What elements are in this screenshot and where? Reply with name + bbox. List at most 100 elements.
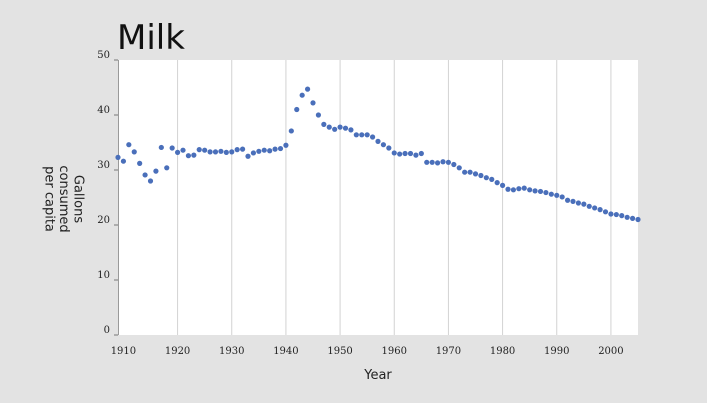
data-point-2005 [635, 216, 641, 223]
x-tick-label-1960: 1960 [382, 346, 407, 357]
data-point-1966 [424, 159, 430, 165]
data-point-1935 [256, 148, 262, 154]
data-point-1910 [120, 158, 127, 164]
data-point-1932 [239, 146, 246, 152]
plot-area [118, 60, 638, 335]
data-point-1989 [548, 191, 554, 197]
data-point-1992 [564, 197, 571, 203]
y-tick-label-40: 40 [97, 105, 110, 116]
x-tick-label-1970: 1970 [436, 346, 461, 357]
data-point-1959 [386, 145, 392, 151]
x-tick-label-1990: 1990 [544, 346, 569, 357]
data-point-1922 [185, 153, 192, 159]
y-tick-label-10: 10 [97, 270, 110, 281]
data-point-1958 [380, 142, 387, 148]
y-tick-label-20: 20 [97, 215, 110, 226]
data-point-1971 [451, 161, 457, 168]
data-point-1956 [369, 134, 376, 140]
data-point-1965 [418, 150, 424, 157]
data-point-1962 [402, 150, 408, 157]
data-point-1912 [131, 149, 137, 155]
data-point-1970 [445, 159, 452, 165]
data-point-1972 [456, 165, 462, 171]
data-point-2004 [629, 215, 636, 221]
chart-title: Milk [117, 18, 185, 58]
data-point-1974 [467, 169, 473, 175]
data-point-1957 [375, 138, 381, 144]
data-points [115, 86, 641, 223]
data-point-1941 [288, 128, 294, 134]
data-point-1968 [434, 160, 441, 166]
data-point-1946 [315, 112, 322, 118]
data-point-1936 [261, 147, 267, 153]
data-point-1978 [489, 176, 495, 182]
data-point-1961 [397, 151, 403, 157]
data-point-1934 [250, 150, 257, 156]
data-point-1955 [364, 132, 370, 138]
data-point-1953 [353, 132, 359, 138]
data-point-1927 [212, 149, 219, 155]
data-point-1977 [483, 175, 489, 181]
x-tick-label-1980: 1980 [490, 346, 515, 357]
data-point-2003 [624, 214, 630, 220]
data-point-1997 [592, 205, 598, 211]
y-tick-label-50: 50 [97, 50, 110, 61]
data-point-1983 [516, 186, 522, 192]
x-tick-label-1950: 1950 [327, 346, 352, 357]
data-point-1987 [537, 188, 544, 195]
data-point-1963 [407, 150, 414, 157]
data-point-1984 [521, 185, 527, 191]
data-point-2001 [613, 211, 619, 218]
data-point-1915 [147, 178, 154, 184]
data-point-1999 [602, 209, 609, 215]
data-point-1916 [153, 168, 159, 174]
data-point-1991 [559, 194, 565, 200]
data-point-1998 [597, 207, 603, 213]
data-point-1914 [142, 172, 148, 178]
data-point-1985 [527, 187, 533, 193]
axis-ticks: 1910 1920 1930 1940 1950 1960 1970 1980 1990 2000… [97, 50, 623, 357]
data-point-1942 [294, 106, 300, 113]
data-point-1996 [586, 203, 592, 209]
data-point-1938 [272, 146, 278, 152]
data-point-1995 [581, 201, 587, 207]
data-point-1990 [554, 192, 560, 198]
y-tick-label-30: 30 [97, 160, 110, 171]
data-point-1911 [126, 142, 132, 148]
data-point-1947 [321, 121, 327, 127]
data-point-1988 [543, 189, 549, 196]
data-point-1939 [277, 145, 284, 152]
data-point-1982 [510, 187, 517, 193]
data-point-1937 [267, 148, 273, 154]
data-point-1913 [137, 160, 143, 166]
data-point-1979 [494, 180, 500, 186]
data-point-1931 [234, 147, 240, 153]
data-point-1945 [310, 100, 316, 106]
data-point-1976 [478, 172, 484, 179]
x-axis-title: Year [363, 368, 392, 383]
y-axis-title-line-2: consumed [56, 165, 71, 232]
data-point-1950 [337, 124, 343, 130]
data-point-1921 [180, 147, 186, 153]
data-point-1919 [169, 145, 175, 151]
data-point-1917 [158, 144, 164, 151]
data-point-1949 [332, 126, 338, 132]
data-point-1925 [202, 147, 208, 153]
data-point-1967 [429, 159, 435, 165]
data-point-1986 [532, 188, 538, 194]
data-point-1981 [505, 186, 511, 192]
data-point-1933 [245, 153, 251, 159]
x-tick-label-1930: 1930 [219, 346, 244, 357]
data-point-1944 [304, 86, 311, 92]
y-axis-title-line-1: Gallons [71, 175, 86, 223]
data-point-2002 [619, 213, 625, 219]
x-tick-label-1940: 1940 [273, 346, 298, 357]
data-point-1920 [174, 149, 181, 155]
data-point-1994 [575, 200, 582, 206]
x-tick-label-2000: 2000 [598, 346, 623, 357]
data-point-1926 [207, 149, 213, 155]
data-point-1960 [391, 150, 397, 156]
x-tick-label-1910: 1910 [111, 346, 136, 357]
data-point-1940 [283, 142, 289, 148]
